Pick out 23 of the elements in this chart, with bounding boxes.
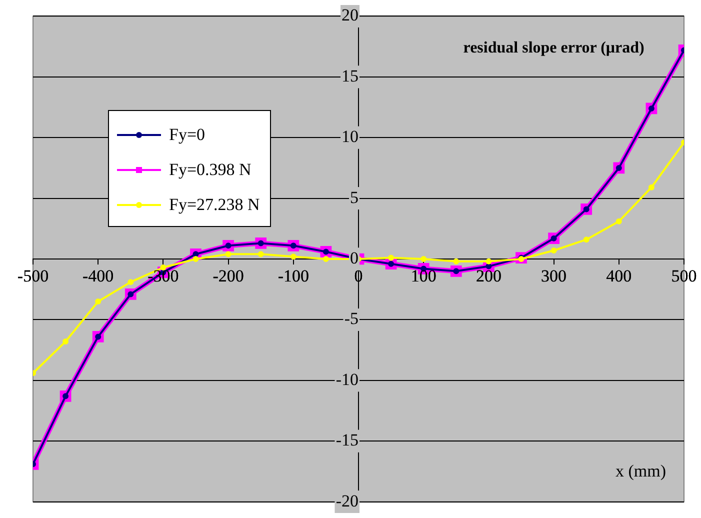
y-tick-label: 20 [342,6,358,25]
y-tick-label: 15 [342,66,358,86]
x-tick-label: -500 [17,266,49,286]
legend-label: Fy=0 [169,124,206,145]
x-tick-label: 400 [606,266,632,286]
y-tick-label: 10 [342,127,358,146]
x-axis-title: x (mm) [615,461,666,480]
x-tick-label: 300 [541,266,567,286]
y-tick-label: -15 [336,430,358,450]
x-tick-label: 100 [410,266,436,286]
y-axis-title: residual slope error (μrad) [463,39,644,56]
legend-label: Fy=0.398 N [169,160,252,180]
x-tick-label: 200 [476,266,502,286]
x-tick-label: 500 [671,266,697,286]
y-tick-label: 5 [350,188,358,207]
y-tick-label: -5 [344,309,358,328]
x-tick-label: -200 [212,266,244,286]
y-tick-label: -20 [336,491,358,510]
x-tick-label: -100 [278,266,309,286]
legend-label: Fy=27.238 N [169,194,260,215]
y-tick-label: -10 [336,370,358,389]
y-tick-label: 0 [350,248,358,268]
x-tick-label: -400 [82,266,114,286]
